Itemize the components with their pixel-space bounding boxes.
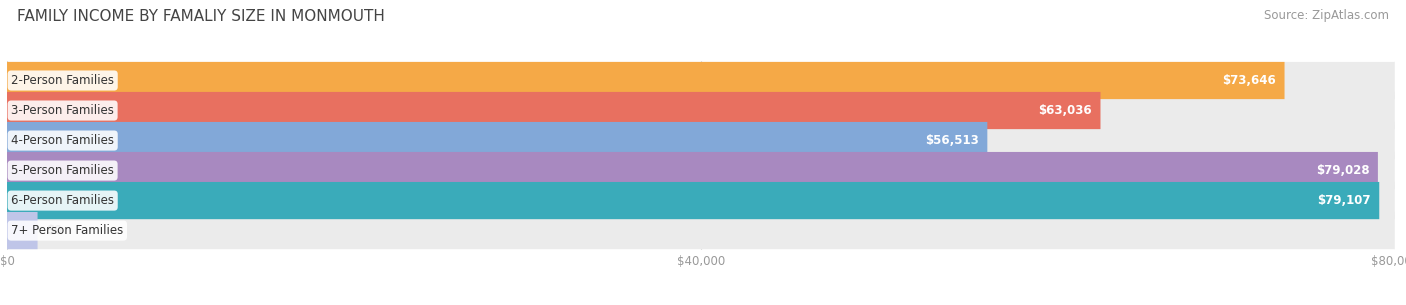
Text: $79,107: $79,107 (1317, 194, 1371, 207)
Text: $79,028: $79,028 (1316, 164, 1369, 177)
FancyBboxPatch shape (7, 62, 1285, 99)
Text: $73,646: $73,646 (1222, 74, 1277, 87)
FancyBboxPatch shape (7, 122, 1395, 159)
Text: FAMILY INCOME BY FAMALIY SIZE IN MONMOUTH: FAMILY INCOME BY FAMALIY SIZE IN MONMOUT… (17, 9, 385, 24)
FancyBboxPatch shape (7, 92, 1395, 129)
FancyBboxPatch shape (7, 92, 1101, 129)
Text: $0: $0 (46, 224, 62, 237)
FancyBboxPatch shape (7, 122, 987, 159)
Text: 4-Person Families: 4-Person Families (11, 134, 114, 147)
FancyBboxPatch shape (7, 182, 1379, 219)
Text: 5-Person Families: 5-Person Families (11, 164, 114, 177)
Text: 3-Person Families: 3-Person Families (11, 104, 114, 117)
FancyBboxPatch shape (7, 62, 1395, 99)
FancyBboxPatch shape (7, 152, 1395, 189)
Text: 2-Person Families: 2-Person Families (11, 74, 114, 87)
Text: $63,036: $63,036 (1039, 104, 1092, 117)
FancyBboxPatch shape (7, 212, 38, 249)
Text: Source: ZipAtlas.com: Source: ZipAtlas.com (1264, 9, 1389, 22)
Text: $56,513: $56,513 (925, 134, 979, 147)
FancyBboxPatch shape (7, 152, 1378, 189)
FancyBboxPatch shape (7, 212, 1395, 249)
FancyBboxPatch shape (7, 182, 1395, 219)
Text: 7+ Person Families: 7+ Person Families (11, 224, 124, 237)
Text: 6-Person Families: 6-Person Families (11, 194, 114, 207)
